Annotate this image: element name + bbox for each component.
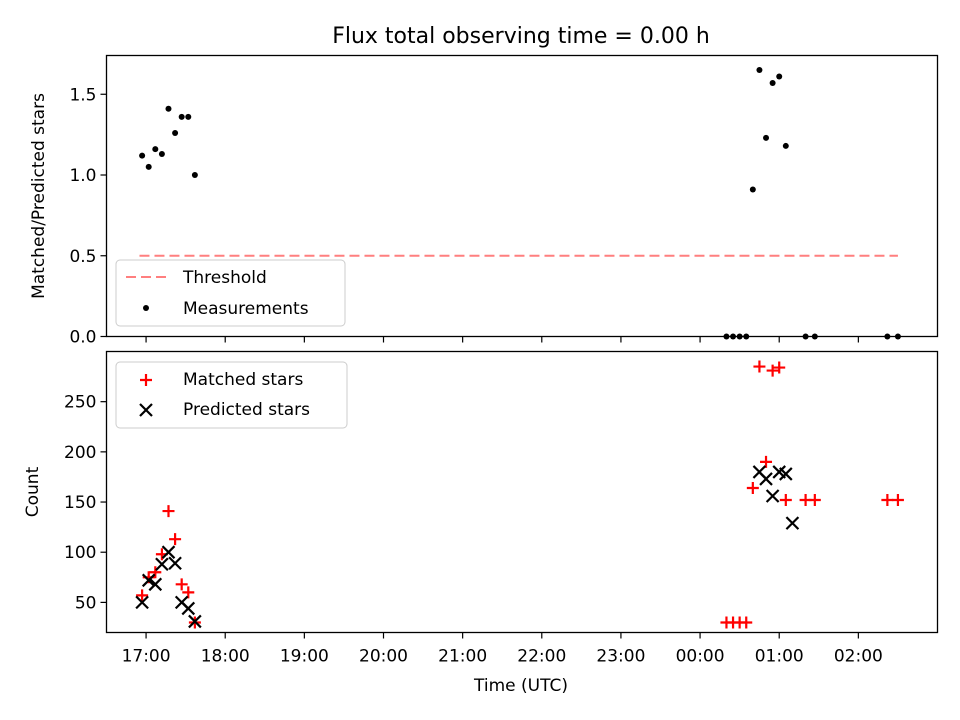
y-tick-label: 1.0: [69, 166, 96, 186]
x-tick-label: 18:00: [201, 647, 250, 667]
y-tick-label: 250: [64, 393, 96, 413]
predicted-star-point: [779, 467, 793, 481]
count-marks: [135, 360, 904, 629]
ratio-panel: 0.0 0.5 1.0 1.5 Matched/Predicted stars Thr…: [29, 54, 939, 348]
ratio-plot-frame: [105, 54, 939, 338]
x-tick-label: 00:00: [676, 647, 725, 667]
predicted-star-point: [188, 614, 202, 629]
chart-title: Flux total observing time = 0.00 h: [332, 24, 710, 49]
measurement-point: [884, 333, 891, 340]
predicted-star-point: [155, 557, 169, 572]
x-tick-label: 23:00: [596, 647, 645, 667]
y-tick-label: 1.5: [69, 85, 96, 105]
ratio-y-axis-label: Matched/Predicted stars: [29, 93, 49, 299]
measurement-point: [158, 151, 165, 158]
matched-star-point: [182, 586, 195, 599]
measurement-point: [736, 333, 743, 340]
matched-star-point: [753, 360, 766, 373]
measurement-point: [782, 142, 789, 149]
predicted-star-point: [148, 577, 163, 592]
count-panel: 50 100 150 200 250 17:00 18:00 19:00 20:00 21:00…: [23, 350, 939, 667]
measurement-point: [776, 73, 783, 80]
matched-star-point: [740, 616, 753, 629]
predicted-star-point: [765, 489, 780, 503]
count-y-axis-label: Count: [23, 466, 43, 517]
measurement-point: [152, 146, 159, 153]
measurement-point: [185, 113, 192, 120]
x-tick-label: 17:00: [122, 647, 171, 667]
legend-predicted-swatch: [139, 403, 153, 417]
legend-measurement-label: Measurements: [183, 299, 309, 319]
measurement-point: [802, 333, 809, 340]
y-tick-label: 50: [75, 593, 97, 613]
measurement-point: [145, 163, 152, 170]
y-tick-label: 100: [64, 543, 96, 563]
predicted-star-point: [161, 545, 176, 559]
measurement-point: [763, 134, 770, 141]
matched-star-point: [169, 533, 182, 546]
legend-matched-label: Matched stars: [183, 370, 303, 390]
measurement-point: [139, 152, 146, 159]
ratio-y-ticks: 0.0 0.5 1.0 1.5: [69, 85, 107, 348]
measurement-point: [172, 130, 179, 137]
count-x-ticks: 17:00 18:00 19:00 20:00 21:00 22:00 23:00 00:00…: [122, 632, 883, 667]
legend-predicted-label: Predicted stars: [183, 400, 310, 420]
x-tick-label: 02:00: [834, 647, 883, 667]
ratio-legend: Threshold Measurements: [115, 259, 346, 327]
matched-star-point: [773, 361, 786, 374]
count-y-ticks: 50 100 150 200 250: [64, 393, 107, 613]
x-tick-label: 22:00: [517, 647, 566, 667]
predicted-star-point: [135, 595, 149, 610]
matched-star-point: [162, 505, 175, 518]
x-tick-label: 20:00: [359, 647, 408, 667]
measurement-point: [769, 79, 776, 86]
ratio-marks: [139, 67, 901, 340]
legend-frame: [115, 361, 348, 429]
matched-star-point: [136, 589, 149, 602]
measurement-point: [743, 333, 750, 340]
y-tick-label: 0.5: [69, 247, 96, 267]
predicted-star-point: [785, 516, 800, 530]
y-tick-label: 150: [64, 493, 96, 513]
matched-star-point: [779, 494, 792, 507]
legend-matched-swatch: [140, 374, 152, 386]
matched-star-point: [881, 494, 894, 507]
measurement-point: [178, 113, 185, 120]
measurement-point: [811, 333, 818, 340]
y-tick-label: 0.0: [69, 328, 96, 348]
measurement-point: [730, 333, 737, 340]
matched-star-point: [760, 455, 773, 468]
legend-threshold-label: Threshold: [182, 268, 267, 288]
measurement-point: [749, 186, 756, 193]
x-tick-label: 01:00: [755, 647, 804, 667]
matched-star-point: [149, 566, 162, 579]
matched-star-point: [766, 364, 779, 377]
measurement-point: [191, 172, 198, 179]
predicted-star-point: [181, 601, 196, 616]
matched-star-point: [746, 481, 759, 494]
measurement-point: [165, 105, 172, 112]
matched-star-point: [891, 494, 904, 507]
ratio-x-ticks: [145, 336, 859, 343]
measurement-point: [756, 67, 763, 74]
count-legend: Matched stars Predicted stars: [115, 361, 348, 429]
legend-measurement-swatch: [143, 305, 149, 311]
legend-frame: [115, 259, 346, 327]
predicted-star-point: [759, 472, 773, 486]
measurement-point: [723, 333, 730, 340]
x-tick-label: 21:00: [438, 647, 487, 667]
predicted-star-point: [141, 573, 156, 588]
x-axis-label: Time (UTC): [473, 676, 568, 696]
matched-star-point: [808, 494, 821, 507]
measurement-point: [894, 333, 901, 340]
y-tick-label: 200: [64, 443, 96, 463]
count-plot-frame: [105, 350, 939, 634]
matched-star-point: [175, 578, 188, 591]
predicted-star-point: [168, 556, 182, 571]
x-tick-label: 19:00: [280, 647, 329, 667]
